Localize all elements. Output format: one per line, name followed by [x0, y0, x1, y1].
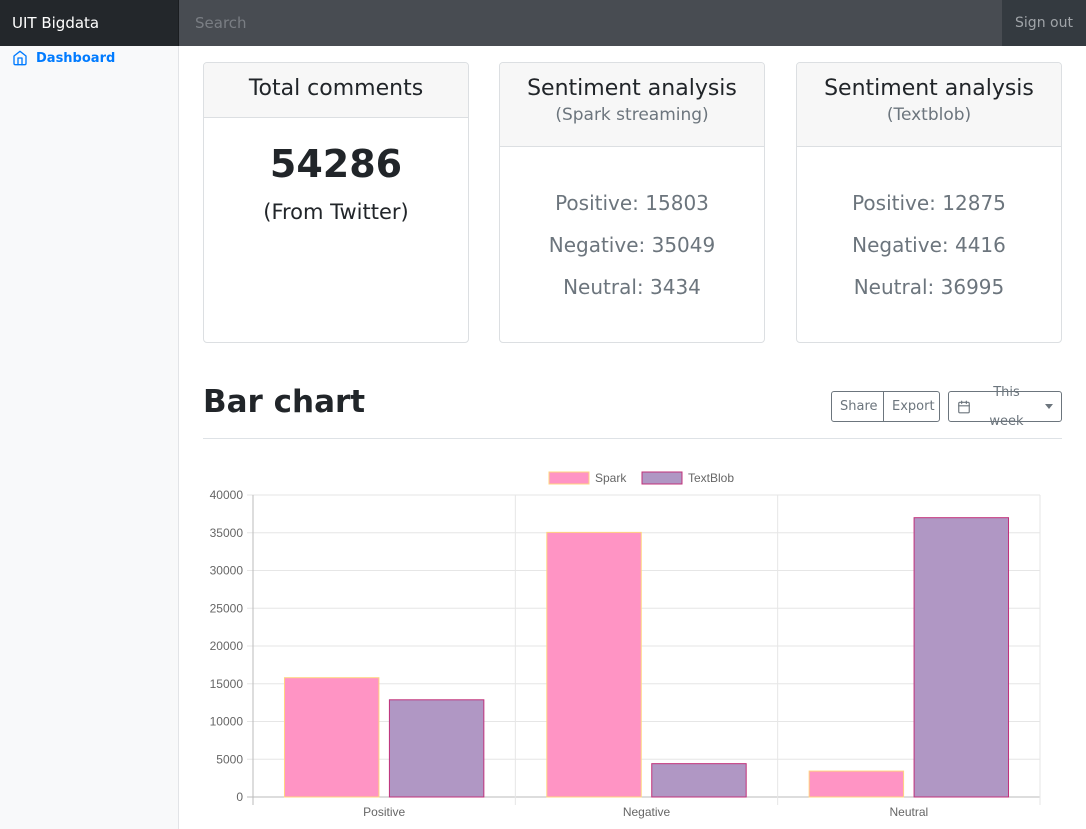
- stats-list: Positive: 12875 Negative: 4416 Neutral: …: [797, 147, 1061, 308]
- neutral-count: Neutral: 36995: [853, 275, 1005, 299]
- card-title: Sentiment analysis: [824, 76, 1034, 101]
- section-divider: [203, 438, 1062, 439]
- y-tick-label: 5000: [216, 752, 243, 766]
- card-header: Sentiment analysis (Textblob): [797, 63, 1061, 147]
- brand-link[interactable]: UIT Bigdata: [0, 0, 179, 46]
- legend-swatch-spark: [548, 471, 590, 485]
- bar-textblob-neutral: [913, 517, 1010, 798]
- card-title: Sentiment analysis: [527, 76, 737, 101]
- sidebar-item-label: Dashboard: [36, 50, 116, 66]
- export-button[interactable]: Export: [883, 391, 940, 422]
- calendar-icon: [958, 400, 970, 413]
- negative-count: Negative: 4416: [852, 233, 1006, 257]
- card-title: Total comments: [248, 76, 424, 101]
- home-icon: [13, 50, 27, 66]
- spark-sentiment-card: Sentiment analysis (Spark streaming) Pos…: [499, 62, 765, 343]
- negative-count: Negative: 35049: [548, 233, 716, 257]
- total-comments-card: Total comments 54286 (From Twitter): [203, 62, 469, 343]
- share-button[interactable]: Share: [831, 391, 884, 422]
- y-tick-label: 20000: [210, 639, 244, 653]
- bar-spark-positive: [283, 677, 380, 798]
- textblob-sentiment-card: Sentiment analysis (Textblob) Positive: …: [796, 62, 1062, 343]
- x-tick-label: Neutral: [889, 805, 928, 819]
- x-tick-label: Positive: [363, 805, 405, 819]
- x-tick-label: Negative: [623, 805, 671, 819]
- chevron-down-icon: [1045, 404, 1053, 409]
- sidebar-item-dashboard[interactable]: Dashboard: [12, 48, 115, 68]
- bar-textblob-negative: [651, 763, 747, 798]
- y-tick-label: 15000: [210, 677, 244, 691]
- legend-swatch-textblob: [641, 471, 683, 485]
- top-navbar: UIT Bigdata Sign out: [0, 0, 1086, 46]
- card-subtitle: (Spark streaming): [555, 105, 709, 125]
- legend-label: Spark: [595, 471, 627, 485]
- sentiment-bar-chart: 0 5000 10000 15000 20000 25000 30000 35000 40000…: [210, 471, 1041, 819]
- card-header: Sentiment analysis (Spark streaming): [500, 63, 764, 147]
- total-comments-source: (From Twitter): [263, 200, 409, 224]
- section-title: Bar chart: [203, 384, 366, 420]
- search-input[interactable]: [179, 0, 1002, 46]
- bar-spark-negative: [546, 531, 642, 798]
- bar-textblob-positive: [388, 699, 485, 798]
- period-dropdown-button[interactable]: This week: [948, 385, 1062, 429]
- y-tick-label: 35000: [210, 526, 244, 540]
- y-tick-label: 10000: [210, 715, 244, 729]
- sign-out-link[interactable]: Sign out: [1002, 0, 1086, 46]
- card-subtitle: (Textblob): [886, 105, 972, 125]
- positive-count: Positive: 12875: [852, 191, 1006, 215]
- total-comments-value: 54286: [269, 142, 403, 186]
- period-label: This week: [989, 384, 1024, 429]
- y-tick-label: 30000: [210, 564, 244, 578]
- sidebar: Dashboard: [0, 46, 179, 829]
- y-tick-label: 40000: [210, 488, 244, 502]
- card-header: Total comments: [204, 63, 468, 118]
- bar-spark-neutral: [808, 770, 905, 798]
- y-tick-label: 0: [236, 790, 243, 804]
- y-tick-label: 25000: [210, 601, 244, 615]
- positive-count: Positive: 15803: [555, 191, 709, 215]
- neutral-count: Neutral: 3434: [563, 275, 701, 299]
- legend-label: TextBlob: [688, 471, 734, 485]
- stats-list: Positive: 15803 Negative: 35049 Neutral:…: [500, 147, 764, 308]
